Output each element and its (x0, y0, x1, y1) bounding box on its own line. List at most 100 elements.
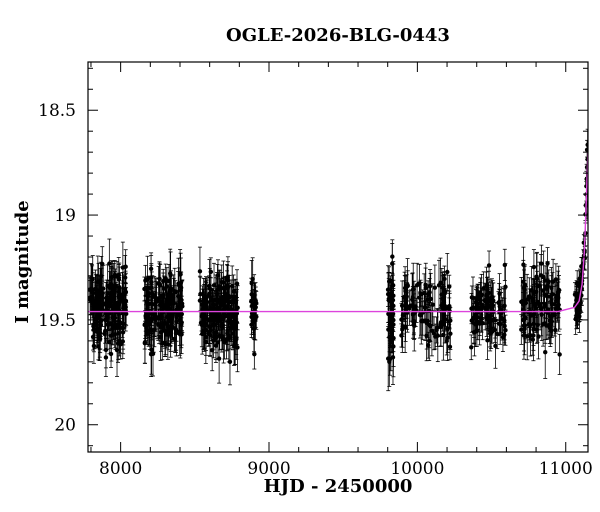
data-point (146, 286, 151, 322)
point-marker (211, 322, 217, 328)
point-marker (107, 261, 112, 266)
data-point (91, 328, 97, 364)
point-marker (200, 302, 206, 308)
y-tick-label: 20 (54, 416, 76, 436)
point-marker (485, 287, 490, 292)
point-marker (385, 291, 391, 297)
point-marker (225, 299, 231, 304)
point-marker (495, 331, 500, 337)
point-marker (103, 355, 109, 360)
point-marker (531, 290, 536, 295)
point-marker (391, 344, 396, 349)
point-marker (497, 322, 503, 327)
point-marker (576, 281, 582, 287)
point-marker (473, 321, 478, 326)
data-point (486, 250, 492, 281)
data-point (207, 259, 212, 313)
point-marker (519, 327, 524, 332)
point-marker (493, 343, 498, 349)
data-point (160, 311, 165, 342)
point-marker (177, 272, 183, 277)
point-marker (92, 321, 97, 326)
point-marker (502, 303, 507, 308)
point-marker (573, 316, 578, 322)
data-point (485, 303, 491, 329)
point-marker (429, 328, 435, 333)
point-marker (99, 290, 105, 296)
x-tick-label: 9000 (247, 459, 290, 479)
point-marker (556, 287, 562, 293)
point-marker (427, 283, 433, 289)
data-point (216, 333, 222, 384)
point-marker (90, 287, 95, 292)
point-marker (585, 142, 588, 148)
point-marker (212, 315, 217, 320)
point-marker (531, 333, 536, 338)
data-point (225, 274, 231, 329)
data-point (402, 266, 408, 310)
point-marker (522, 287, 527, 292)
data-point (391, 315, 396, 378)
point-marker (252, 305, 258, 310)
data-point (161, 268, 166, 294)
point-marker (424, 320, 429, 325)
point-marker (488, 299, 494, 305)
point-marker (411, 318, 417, 324)
point-marker (96, 344, 101, 349)
point-marker (149, 347, 154, 353)
data-point (390, 261, 396, 310)
point-marker (554, 295, 559, 300)
data-point (162, 318, 167, 343)
data-point (115, 310, 121, 339)
point-marker (146, 301, 151, 306)
plot-frame (87, 61, 589, 453)
point-marker (226, 315, 231, 320)
data-point (423, 300, 428, 341)
point-marker (541, 288, 546, 293)
data-point (531, 277, 536, 308)
data-point (503, 263, 508, 311)
y-tick-label: 19.5 (38, 311, 76, 331)
point-marker (160, 324, 165, 329)
point-marker (486, 263, 492, 268)
y-tick-label: 19 (54, 206, 76, 226)
point-marker (114, 347, 120, 353)
data-point (556, 275, 562, 305)
point-marker (102, 328, 108, 334)
point-marker (525, 333, 530, 339)
data-point (178, 257, 184, 308)
point-marker (116, 301, 122, 307)
point-marker (202, 328, 207, 333)
data-point (252, 294, 258, 322)
point-marker (557, 352, 562, 357)
y-axis-label: I magnitude (12, 200, 33, 323)
point-marker (423, 285, 428, 291)
data-point (485, 276, 490, 303)
data-point (96, 332, 101, 361)
chart-title: OGLE-2026-BLG-0443 (226, 25, 450, 46)
point-marker (485, 338, 490, 343)
data-point (414, 297, 419, 323)
data-point (483, 287, 488, 331)
point-marker (470, 295, 476, 301)
data-point (530, 323, 536, 356)
point-marker (168, 286, 174, 291)
point-marker (441, 299, 447, 305)
data-point (399, 323, 404, 348)
point-marker (445, 269, 450, 275)
point-marker (402, 285, 408, 291)
point-marker (234, 337, 239, 342)
point-marker (91, 343, 97, 349)
data-point (207, 313, 213, 357)
point-marker (118, 342, 123, 347)
point-marker (234, 281, 240, 286)
point-marker (179, 320, 184, 325)
point-marker (234, 311, 240, 316)
data-point (550, 258, 556, 305)
x-tick-label: 8000 (99, 459, 142, 479)
data-point (442, 288, 447, 324)
point-marker (410, 303, 415, 308)
data-point (227, 338, 233, 386)
point-marker (211, 283, 217, 288)
